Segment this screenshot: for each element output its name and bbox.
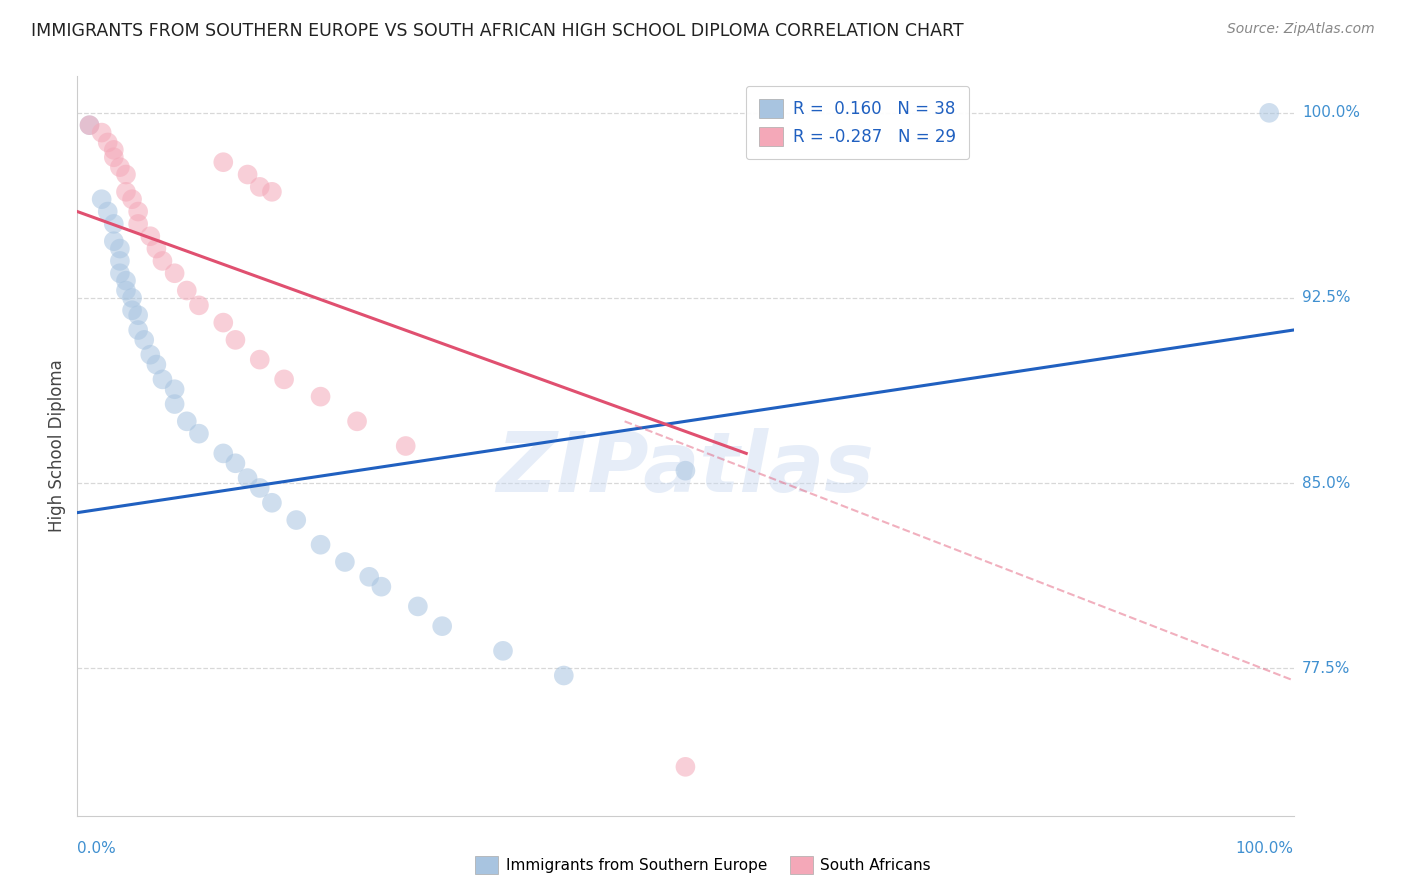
Point	[370, 580, 392, 594]
Point	[79, 118, 101, 132]
Point	[108, 253, 131, 268]
Point	[260, 496, 283, 510]
Text: 85.0%: 85.0%	[1302, 475, 1350, 491]
Point	[79, 118, 101, 132]
Point	[97, 204, 120, 219]
Point	[163, 382, 186, 396]
Text: 77.5%: 77.5%	[1302, 661, 1350, 675]
Text: 100.0%: 100.0%	[1302, 105, 1360, 120]
Point	[121, 291, 143, 305]
Point	[285, 513, 308, 527]
Point	[249, 352, 271, 367]
Text: Source: ZipAtlas.com: Source: ZipAtlas.com	[1227, 22, 1375, 37]
Point	[103, 150, 125, 164]
Point	[260, 185, 283, 199]
Point	[212, 316, 235, 330]
Point	[115, 168, 138, 182]
Point	[406, 599, 429, 614]
Text: ZIPatlas: ZIPatlas	[496, 427, 875, 508]
Point	[108, 266, 131, 280]
Text: IMMIGRANTS FROM SOUTHERN EUROPE VS SOUTH AFRICAN HIGH SCHOOL DIPLOMA CORRELATION: IMMIGRANTS FROM SOUTHERN EUROPE VS SOUTH…	[31, 22, 963, 40]
Point	[188, 298, 211, 312]
Point	[333, 555, 356, 569]
Point	[163, 266, 186, 280]
Point	[103, 234, 125, 248]
Point	[224, 456, 246, 470]
Point	[273, 372, 295, 386]
Text: 0.0%: 0.0%	[77, 841, 117, 856]
Point	[115, 284, 138, 298]
Point	[236, 168, 259, 182]
Point	[492, 644, 515, 658]
Legend: Immigrants from Southern Europe, South Africans: Immigrants from Southern Europe, South A…	[468, 850, 938, 880]
Point	[346, 414, 368, 428]
Point	[108, 242, 131, 256]
Point	[103, 143, 125, 157]
Point	[359, 570, 381, 584]
Point	[152, 372, 174, 386]
Point	[212, 155, 235, 169]
Point	[176, 414, 198, 428]
Point	[103, 217, 125, 231]
Point	[127, 308, 149, 322]
Point	[176, 284, 198, 298]
Legend: R =  0.160   N = 38, R = -0.287   N = 29: R = 0.160 N = 38, R = -0.287 N = 29	[747, 86, 969, 159]
Point	[121, 192, 143, 206]
Point	[90, 126, 112, 140]
Point	[249, 179, 271, 194]
Point	[134, 333, 156, 347]
Point	[115, 274, 138, 288]
Point	[224, 333, 246, 347]
Point	[108, 160, 131, 174]
Point	[395, 439, 418, 453]
Point	[121, 303, 143, 318]
Point	[139, 229, 162, 244]
Point	[139, 348, 162, 362]
Point	[115, 185, 138, 199]
Point	[188, 426, 211, 441]
Point	[309, 390, 332, 404]
Point	[127, 204, 149, 219]
Text: 100.0%: 100.0%	[1236, 841, 1294, 856]
Text: 92.5%: 92.5%	[1302, 291, 1350, 305]
Point	[163, 397, 186, 411]
Point	[675, 760, 697, 774]
Point	[145, 358, 167, 372]
Point	[675, 464, 697, 478]
Point	[97, 136, 120, 150]
Point	[309, 538, 332, 552]
Point	[127, 217, 149, 231]
Point	[127, 323, 149, 337]
Point	[152, 253, 174, 268]
Point	[212, 446, 235, 460]
Point	[249, 481, 271, 495]
Point	[553, 668, 575, 682]
Point	[145, 242, 167, 256]
Point	[236, 471, 259, 485]
Point	[430, 619, 453, 633]
Point	[90, 192, 112, 206]
Y-axis label: High School Diploma: High School Diploma	[48, 359, 66, 533]
Point	[1258, 105, 1281, 120]
